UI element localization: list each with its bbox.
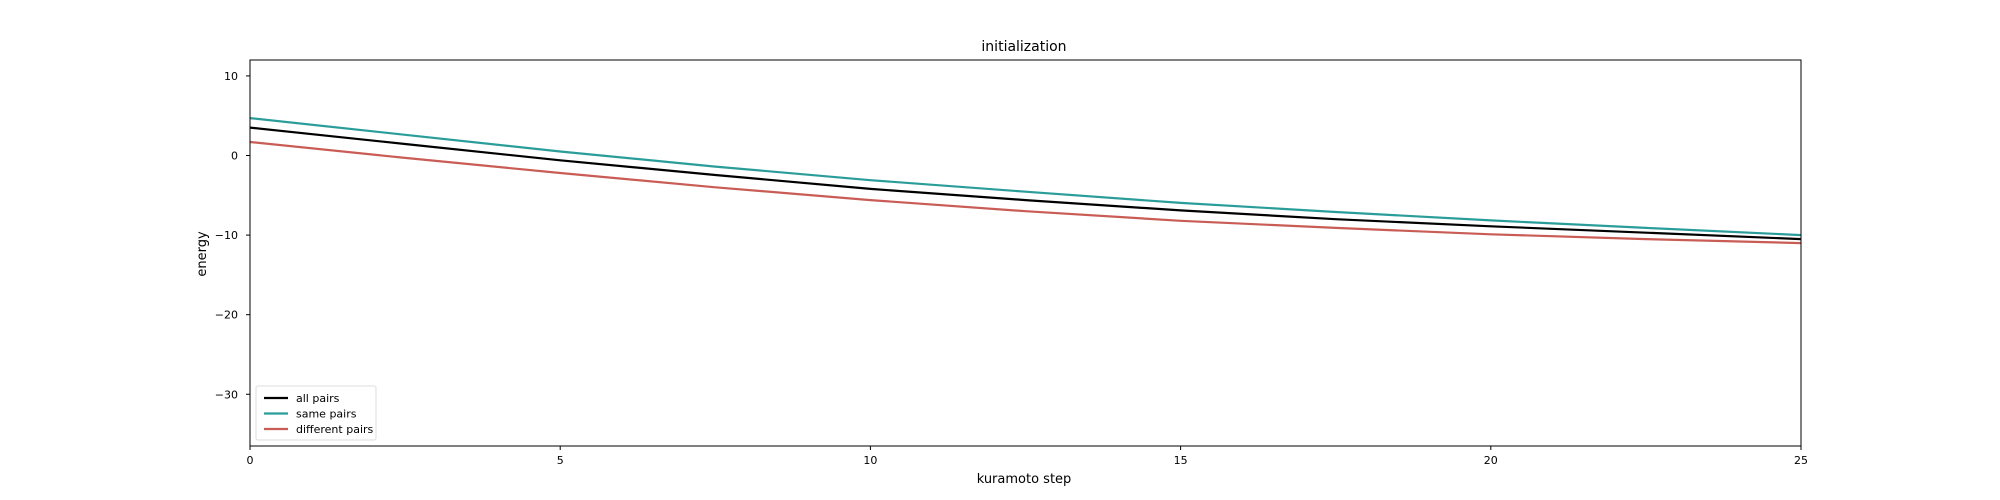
legend-box <box>255 385 377 441</box>
y-axis-ticks: 10 0 −10 −20 −30 <box>215 70 250 401</box>
x-tick-label: 10 <box>863 454 877 467</box>
x-axis-label: kuramoto step <box>977 472 1072 487</box>
y-tick-label: 10 <box>224 70 238 83</box>
legend-label: same pairs <box>296 408 357 421</box>
y-tick-label: −10 <box>215 229 238 242</box>
chart-title: initialization <box>981 39 1066 55</box>
plot-frame <box>249 59 1802 447</box>
x-tick-label: 0 <box>247 454 254 467</box>
legend-label: different pairs <box>296 423 374 436</box>
series-line-same-pairs <box>249 117 1802 237</box>
y-tick-label: −20 <box>215 309 238 322</box>
legend: all pairs same pairs different pairs <box>255 385 377 441</box>
x-tick-label: 20 <box>1484 454 1498 467</box>
series-line-different-pairs <box>249 140 1802 245</box>
x-tick-label: 15 <box>1174 454 1188 467</box>
x-tick-label: 25 <box>1794 454 1808 467</box>
y-tick-label: 0 <box>231 150 238 163</box>
y-tick-label: −30 <box>215 388 238 401</box>
series-layer <box>249 117 1802 245</box>
x-axis-ticks: 0 5 10 15 20 25 <box>247 446 1808 467</box>
legend-label: all pairs <box>296 392 340 405</box>
series-line-all-pairs <box>249 126 1802 241</box>
y-axis-label: energy <box>195 231 210 277</box>
x-tick-label: 5 <box>557 454 564 467</box>
